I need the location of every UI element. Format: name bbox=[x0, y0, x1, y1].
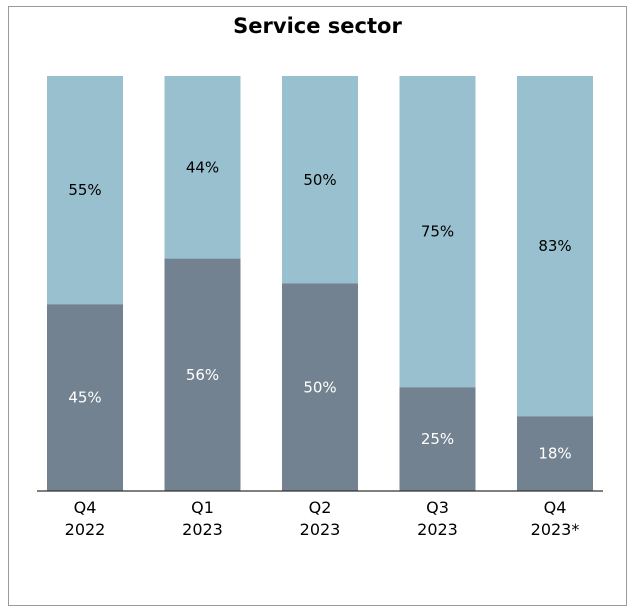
bar-top-segment bbox=[399, 76, 476, 388]
bar-top-segment bbox=[282, 76, 358, 284]
bar-bottom-segment bbox=[517, 416, 593, 491]
bar-bottom-label: 45% bbox=[68, 389, 101, 407]
bar-top-label: 50% bbox=[303, 171, 336, 189]
x-tick-label: 2023 bbox=[300, 520, 341, 539]
x-tick-label: Q4 bbox=[544, 498, 567, 517]
chart-plot-area: 45% 55% 56% 44% 50% 50% 25% 75% 18% 83% Q4 2022 Q1 2… bbox=[37, 76, 603, 539]
x-tick-labels: Q4 2022 Q1 2023 Q2 2023 Q3 2023 Q4 2023* bbox=[65, 498, 580, 539]
bar-bottom-label: 18% bbox=[538, 445, 571, 463]
x-tick-label: 2022 bbox=[65, 520, 106, 539]
bar-bottom-segment bbox=[47, 304, 123, 491]
x-tick-label: Q2 bbox=[309, 498, 332, 517]
bar-bottom-label: 25% bbox=[421, 430, 454, 448]
bar-top-label: 55% bbox=[68, 181, 101, 199]
x-tick-label: Q3 bbox=[426, 498, 449, 517]
bar-top-label: 83% bbox=[538, 237, 571, 255]
bar-top-segment bbox=[164, 76, 241, 259]
bar-top-segment bbox=[47, 76, 123, 305]
x-tick-label: Q4 bbox=[74, 498, 97, 517]
bars-group bbox=[47, 76, 593, 491]
bar-bottom-segment bbox=[282, 283, 358, 491]
bar-bottom-label: 50% bbox=[303, 378, 336, 396]
x-tick-label: 2023* bbox=[531, 520, 580, 539]
bar-bottom-label: 56% bbox=[186, 366, 219, 384]
x-tick-label: 2023 bbox=[417, 520, 458, 539]
labels-group: 45% 55% 56% 44% 50% 50% 25% 75% 18% 83% bbox=[68, 158, 571, 462]
bar-top-label: 44% bbox=[186, 158, 219, 176]
x-tick-label: 2023 bbox=[182, 520, 223, 539]
bar-top-segment bbox=[517, 76, 593, 417]
bar-bottom-segment bbox=[164, 258, 241, 491]
bar-top-label: 75% bbox=[421, 223, 454, 241]
x-tick-label: Q1 bbox=[191, 498, 214, 517]
bar-bottom-segment bbox=[399, 387, 476, 491]
chart-title: Service sector bbox=[233, 14, 402, 38]
